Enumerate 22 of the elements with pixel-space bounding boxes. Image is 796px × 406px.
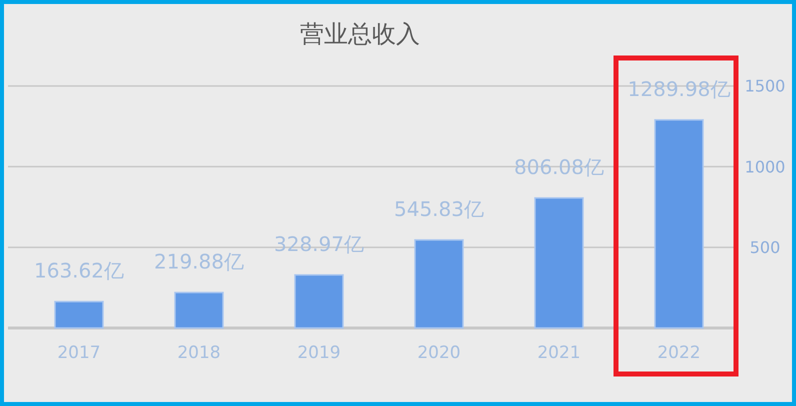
data-label: 219.88亿 — [154, 250, 244, 274]
x-tick-label: 2017 — [57, 343, 101, 363]
chart-title: 营业总收入 — [300, 20, 420, 48]
y-tick-label: 1000 — [744, 157, 786, 176]
data-label: 806.08亿 — [514, 154, 604, 179]
x-tick-label: 2020 — [417, 343, 461, 363]
data-label: 163.62亿 — [34, 258, 124, 283]
x-tick-label: 2021 — [537, 343, 581, 363]
x-tick-label: 2019 — [297, 343, 341, 363]
data-label: 1289.98亿 — [628, 76, 730, 101]
x-tick-label: 2022 — [657, 343, 701, 363]
y-tick-label: 1500 — [744, 76, 786, 96]
data-label: 545.83亿 — [394, 196, 484, 221]
bar — [174, 292, 224, 329]
y-tick-label: 500 — [750, 238, 780, 257]
bar — [54, 300, 104, 329]
bar — [294, 274, 344, 329]
bar — [534, 197, 584, 329]
data-label: 328.97亿 — [274, 232, 364, 256]
bar — [654, 119, 704, 329]
bar — [414, 239, 464, 329]
x-tick-label: 2018 — [177, 343, 221, 363]
